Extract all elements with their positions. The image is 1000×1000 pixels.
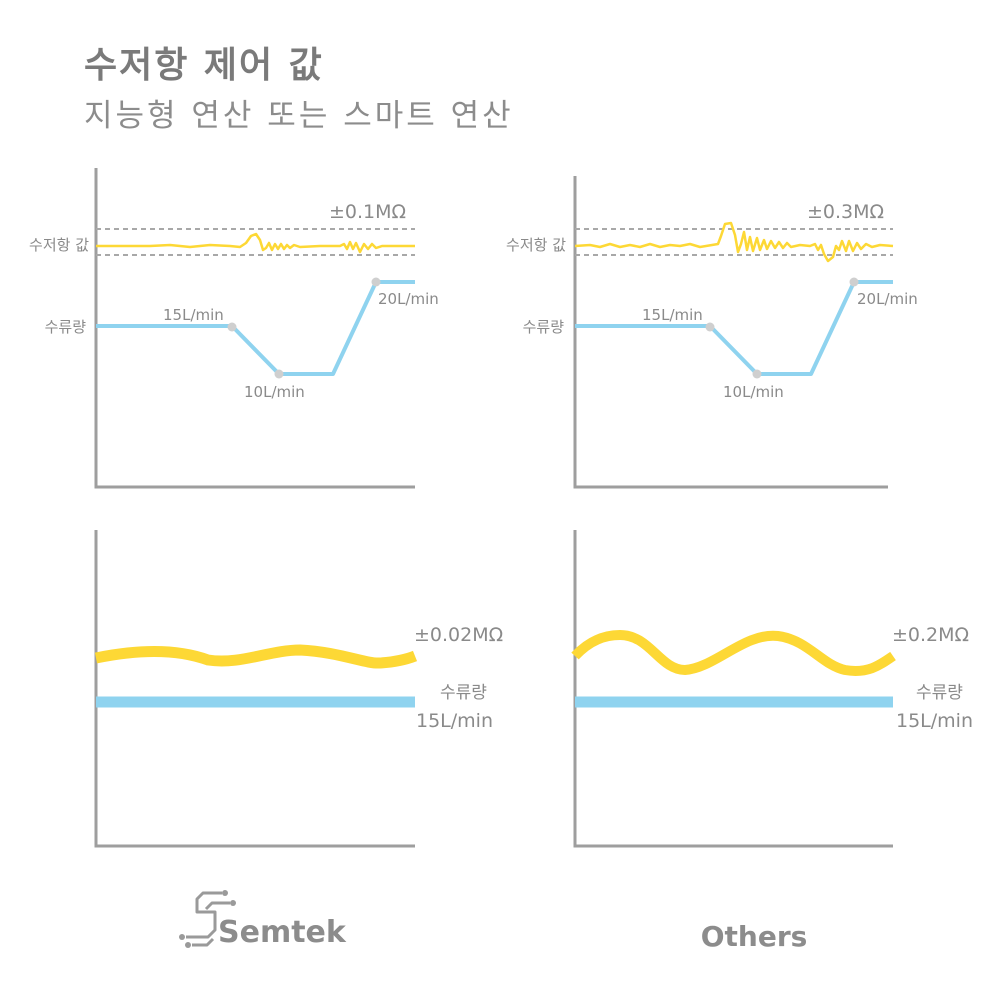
resistance-line bbox=[94, 644, 418, 669]
flow-label: 수류량 bbox=[45, 318, 87, 336]
flow-marker-10 bbox=[752, 369, 762, 379]
flow-label: 수류량 bbox=[440, 683, 487, 703]
axis bbox=[94, 168, 415, 489]
resistance-label: 수저항 값 bbox=[29, 236, 89, 254]
flow-marker-10 bbox=[274, 369, 284, 379]
panel-bottom-left: ±0.02MΩ 수류량 15L/min bbox=[94, 530, 503, 848]
page-title: 수저항 제어 값 bbox=[84, 45, 324, 86]
tolerance-label: ±0.3MΩ bbox=[807, 201, 884, 223]
panel-top-left: ±0.1MΩ 수저항 값 수류량 15L/min 10L/min 20L/min bbox=[29, 168, 439, 489]
flow-value: 15L/min bbox=[896, 710, 973, 732]
others-brand-text: Others bbox=[701, 920, 808, 953]
flow-point-10-label: 10L/min bbox=[244, 383, 305, 401]
circuit-logo-icon bbox=[179, 890, 236, 948]
flow-line bbox=[96, 280, 415, 376]
axis bbox=[573, 530, 893, 848]
resistance-line bbox=[574, 221, 894, 263]
tolerance-label: ±0.1MΩ bbox=[329, 201, 406, 223]
flow-marker-15 bbox=[705, 322, 715, 332]
panel-top-right: ±0.3MΩ 수저항 값 수류량 15L/min 10L/min 20L/min bbox=[506, 176, 918, 489]
flow-point-20-label: 20L/min bbox=[378, 290, 439, 308]
flow-marker-15 bbox=[227, 322, 237, 332]
flow-line bbox=[575, 280, 893, 376]
flow-value: 15L/min bbox=[416, 710, 493, 732]
flow-point-15-label: 15L/min bbox=[642, 306, 703, 324]
flow-point-20-label: 20L/min bbox=[857, 290, 918, 308]
panel-bottom-right: ±0.2MΩ 수류량 15L/min bbox=[571, 530, 973, 848]
tolerance-label: ±0.2MΩ bbox=[892, 624, 969, 646]
axis bbox=[573, 176, 888, 489]
flow-marker-20 bbox=[371, 277, 381, 287]
axis bbox=[94, 530, 415, 848]
resistance-label: 수저항 값 bbox=[506, 236, 566, 254]
page-subtitle: 지능형 연산 또는 스마트 연산 bbox=[84, 98, 514, 134]
semtek-brand-text: Semtek bbox=[218, 915, 347, 950]
flow-label: 수류량 bbox=[523, 318, 565, 336]
resistance-line bbox=[96, 232, 415, 254]
flow-label: 수류량 bbox=[916, 683, 963, 703]
flow-marker-20 bbox=[849, 277, 859, 287]
tolerance-label: ±0.02MΩ bbox=[414, 624, 503, 646]
resistance-line bbox=[571, 629, 896, 676]
flow-point-15-label: 15L/min bbox=[163, 306, 224, 324]
flow-point-10-label: 10L/min bbox=[723, 383, 784, 401]
semtek-logo: Semtek bbox=[179, 890, 347, 950]
